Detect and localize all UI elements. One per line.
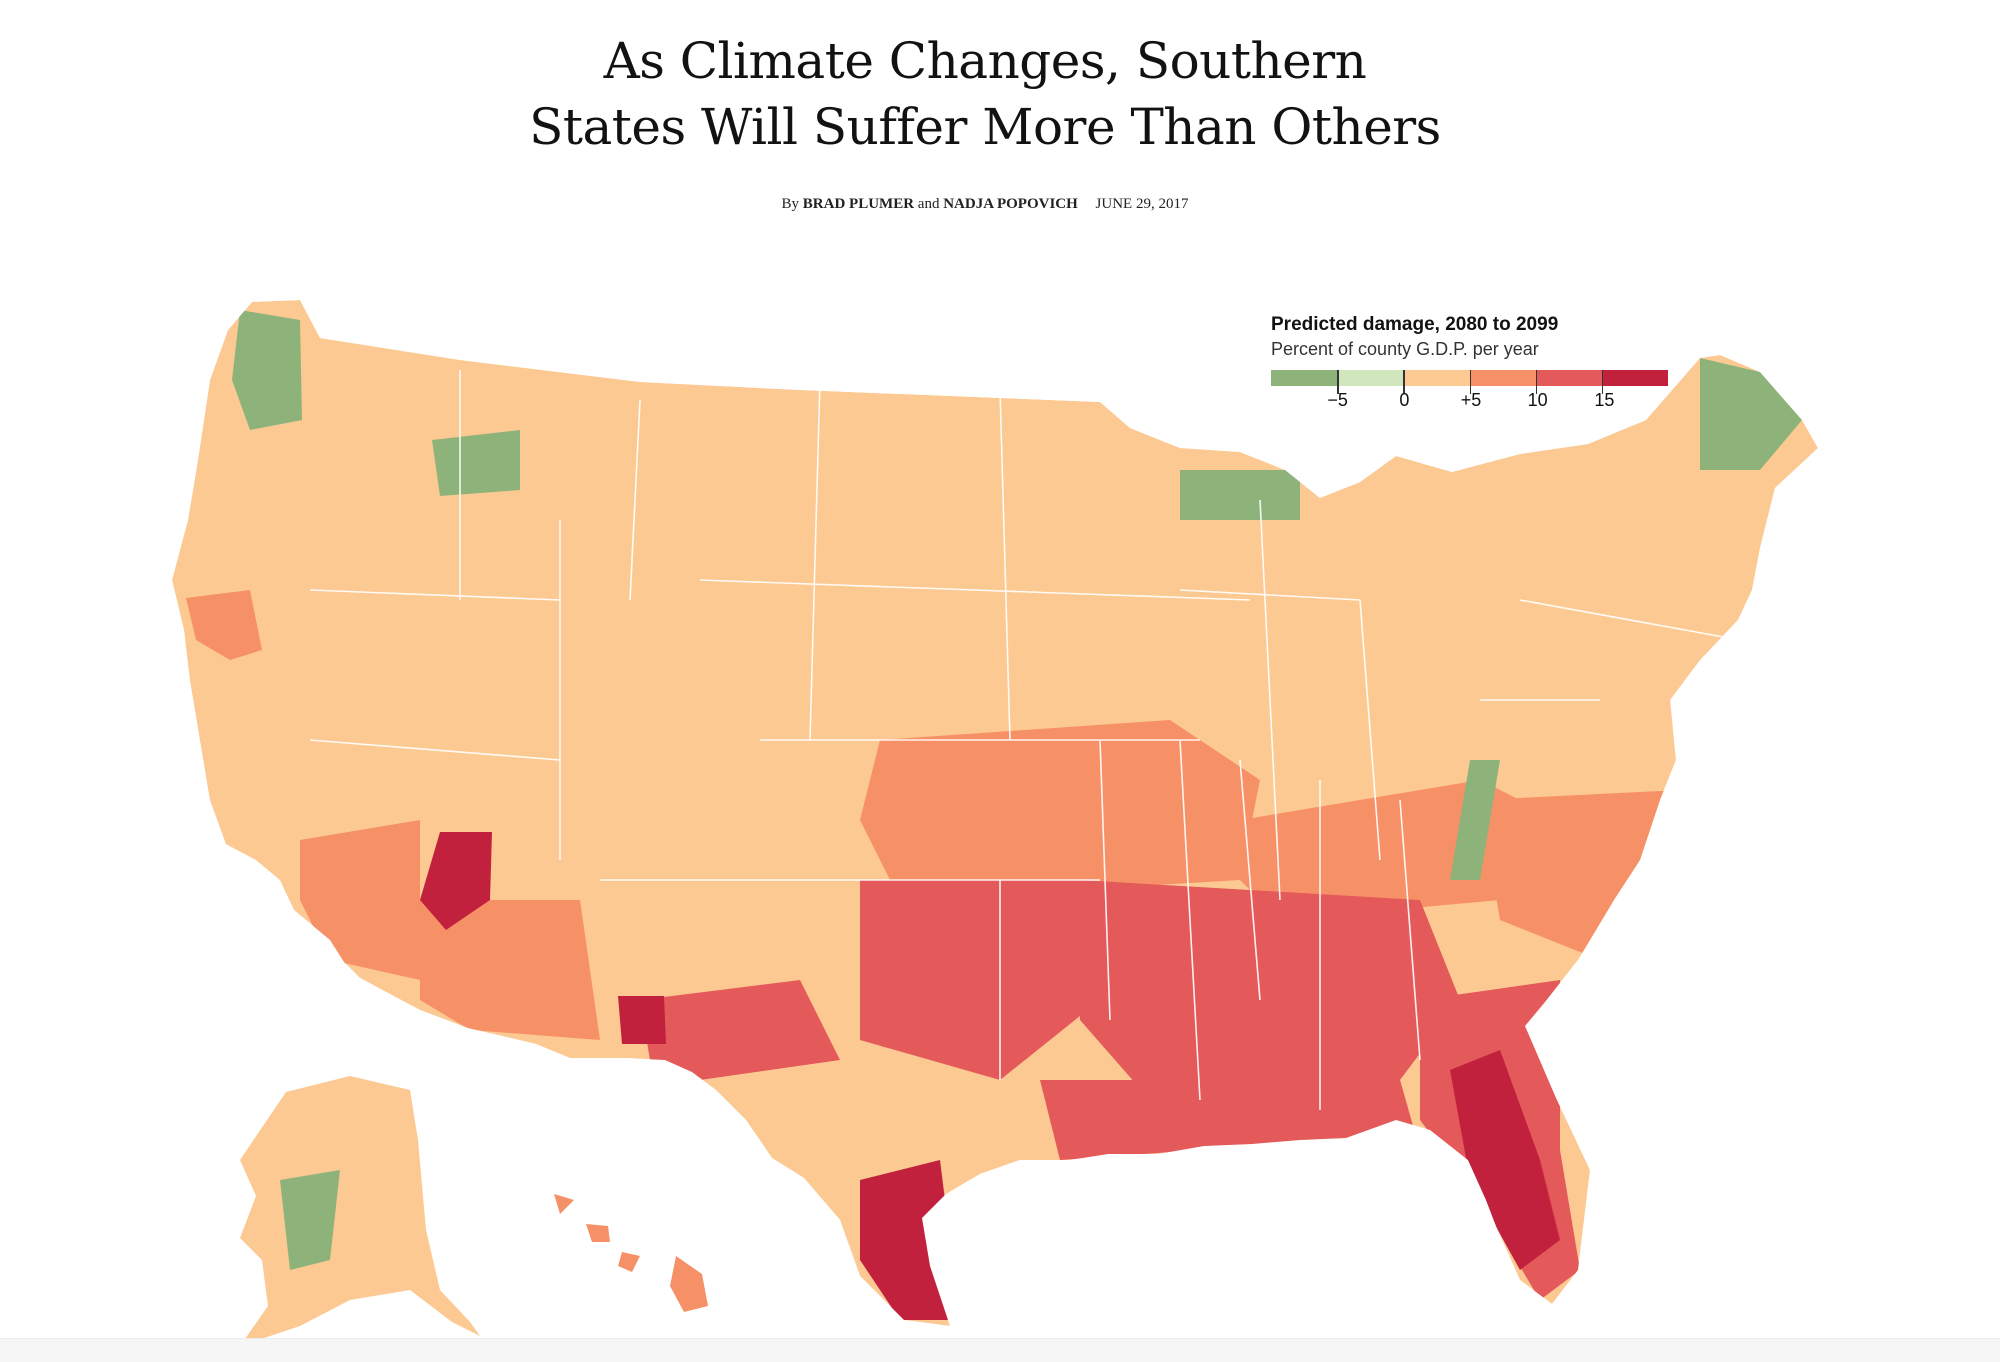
map-region-gulf-coast	[1040, 1080, 1420, 1160]
byline-prefix: By	[781, 196, 800, 212]
damage-legend: Predicted damage, 2080 to 2099 Percent o…	[1271, 314, 1671, 414]
legend-tick-label-2: 0	[1399, 390, 1410, 410]
legend-color-scale	[1271, 370, 1669, 394]
map-region-great-plains	[700, 560, 1300, 740]
legend-tick-2	[1403, 370, 1405, 394]
legend-tick-label-1: −5	[1327, 390, 1348, 410]
map-region-california	[180, 640, 300, 900]
state-borders	[309, 370, 1741, 1110]
map-region-alaska	[240, 1076, 480, 1346]
map-region-southeast-alaska	[280, 1170, 340, 1270]
legend-title: Predicted damage, 2080 to 2099	[1271, 314, 1559, 335]
legend-tick-4	[1535, 370, 1538, 394]
author-link-2[interactable]: NADJA POPOVICH	[943, 196, 1078, 212]
legend-swatch-1	[1271, 370, 1338, 386]
state-border-lines	[309, 370, 1741, 1110]
map-region-lower-midwest	[1150, 640, 1520, 780]
legend-tick-1	[1337, 370, 1339, 394]
legend-swatch-3	[1403, 370, 1470, 386]
legend-tick-3	[1469, 370, 1471, 394]
map-region-appalachia	[1450, 760, 1500, 880]
legend-swatch-4	[1469, 370, 1536, 386]
map-region-west-texas	[640, 980, 840, 1080]
legend-swatch-2	[1337, 370, 1404, 386]
map-region-new-mexico-hotspot	[618, 996, 666, 1044]
map-region-desert-southwest	[300, 820, 420, 980]
map-region-deep-south	[1080, 880, 1460, 1100]
map-region-intermountain-west	[380, 560, 560, 800]
map-region-northern-rockies	[432, 430, 520, 496]
map-region-texas-oklahoma	[860, 880, 1100, 1080]
map-region-upper-midwest	[1180, 470, 1300, 520]
byline-and: and	[917, 196, 940, 212]
author-link-1[interactable]: BRAD PLUMER	[802, 196, 915, 212]
map-region-maine	[1700, 358, 1802, 470]
article-headline: As Climate Changes, Southern States Will…	[0, 28, 1970, 160]
map-region-pacific-northwest	[232, 310, 302, 430]
map-region-hawaii	[554, 1194, 708, 1312]
legend-tick-label-3: +5	[1460, 390, 1482, 410]
headline-line-2: States Will Suffer More Than Others	[529, 98, 1441, 156]
legend-tick-label-5: 15	[1594, 390, 1615, 410]
legend-tick-labels: −5 0 +5 10 15	[1271, 390, 1671, 414]
legend-tick-label-4: 10	[1527, 390, 1548, 410]
legend-tick-5	[1601, 370, 1604, 394]
byline: By BRAD PLUMER and NADJA POPOVICH JUNE 2…	[0, 196, 1970, 213]
legend-subtitle: Percent of county G.D.P. per year	[1271, 339, 1539, 359]
map-region-arizona	[420, 900, 600, 1040]
legend-swatch-6	[1601, 370, 1669, 386]
publish-date: JUNE 29, 2017	[1095, 196, 1189, 212]
map-region-central-valley	[186, 590, 262, 660]
headline-line-1: As Climate Changes, Southern	[603, 32, 1367, 90]
map-region-florida-core	[1450, 1050, 1560, 1270]
map-region-southern-nevada	[420, 832, 492, 930]
legend-swatch-5	[1535, 370, 1602, 386]
page-bottom-bar	[0, 1338, 2000, 1362]
map-region-kansas-missouri	[860, 720, 1260, 900]
